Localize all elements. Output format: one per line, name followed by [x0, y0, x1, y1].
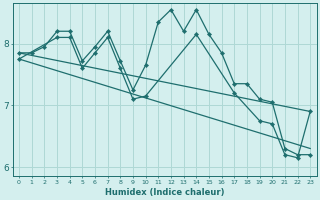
X-axis label: Humidex (Indice chaleur): Humidex (Indice chaleur) [105, 188, 224, 197]
